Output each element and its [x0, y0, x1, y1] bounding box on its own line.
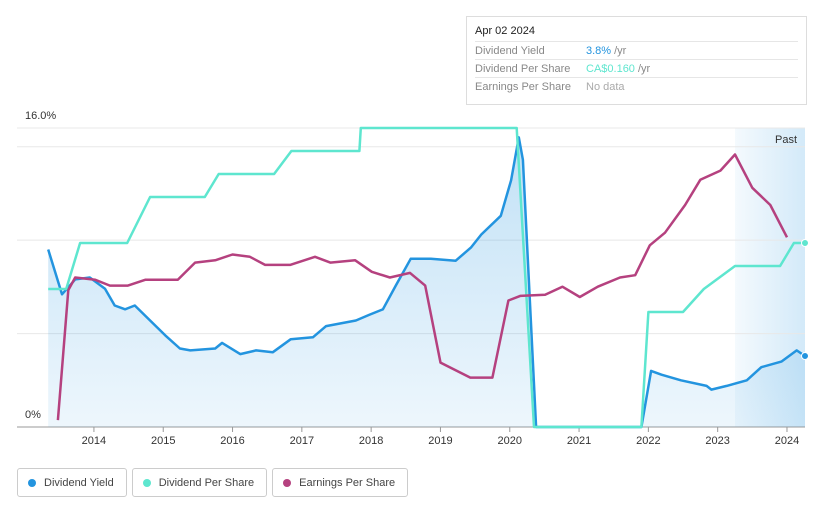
- tooltip-row: Earnings Per Share No data: [475, 77, 798, 95]
- tooltip-row: Dividend Per Share CA$0.160/yr: [475, 59, 798, 77]
- area: [48, 137, 806, 428]
- x-tick-label: 2017: [290, 435, 314, 447]
- tooltip-unit: /yr: [614, 44, 627, 57]
- tooltip-label: Dividend Yield: [475, 44, 545, 57]
- legend: Dividend Yield Dividend Per Share Earnings…: [17, 468, 409, 497]
- x-tick-label: 2016: [220, 435, 244, 447]
- tooltip-value: No data: [586, 80, 625, 93]
- tooltip-label: Earnings Per Share: [475, 80, 571, 93]
- x-tick-label: 2021: [567, 435, 591, 447]
- x-tick-label: 2022: [636, 435, 660, 447]
- tooltip-label: Dividend Per Share: [475, 62, 571, 75]
- x-tick-label: 2014: [82, 435, 106, 447]
- tooltip: Apr 02 2024 Dividend Yield 3.8%/yr Dividen…: [466, 16, 807, 105]
- line: [48, 126, 805, 429]
- line: [47, 136, 806, 429]
- legend-label: Dividend Yield: [44, 476, 114, 489]
- y-tick-label: 0%: [25, 409, 41, 421]
- legend-label: Dividend Per Share: [158, 476, 255, 489]
- end-dot: [801, 351, 809, 360]
- past-label: Past: [775, 134, 797, 146]
- tooltip-date: Apr 02 2024: [475, 25, 535, 37]
- legend-swatch: [28, 478, 36, 487]
- legend-item[interactable]: Earnings Per Share: [272, 468, 409, 497]
- legend-swatch: [142, 478, 151, 487]
- legend-item[interactable]: Dividend Yield: [17, 468, 127, 497]
- x-tick-label: 2019: [428, 435, 452, 447]
- line: [56, 153, 789, 421]
- tooltip-value: CA$0.160: [586, 62, 635, 75]
- x-tick-label: 2015: [151, 435, 175, 447]
- tooltip-row: Dividend Yield 3.8%/yr: [475, 41, 798, 59]
- x-tick-label: 2024: [775, 435, 799, 447]
- tooltip-value: 3.8%: [586, 44, 612, 57]
- x-tick-label: 2020: [498, 435, 522, 447]
- y-tick-label: 16.0%: [25, 110, 56, 122]
- legend-swatch: [283, 478, 292, 487]
- x-tick-label: 2018: [359, 435, 383, 447]
- tooltip-unit: /yr: [637, 62, 651, 75]
- legend-item[interactable]: Dividend Per Share: [131, 468, 268, 497]
- end-dot: [801, 239, 809, 247]
- x-tick-label: 2023: [705, 435, 729, 447]
- legend-label: Earnings Per Share: [299, 476, 396, 489]
